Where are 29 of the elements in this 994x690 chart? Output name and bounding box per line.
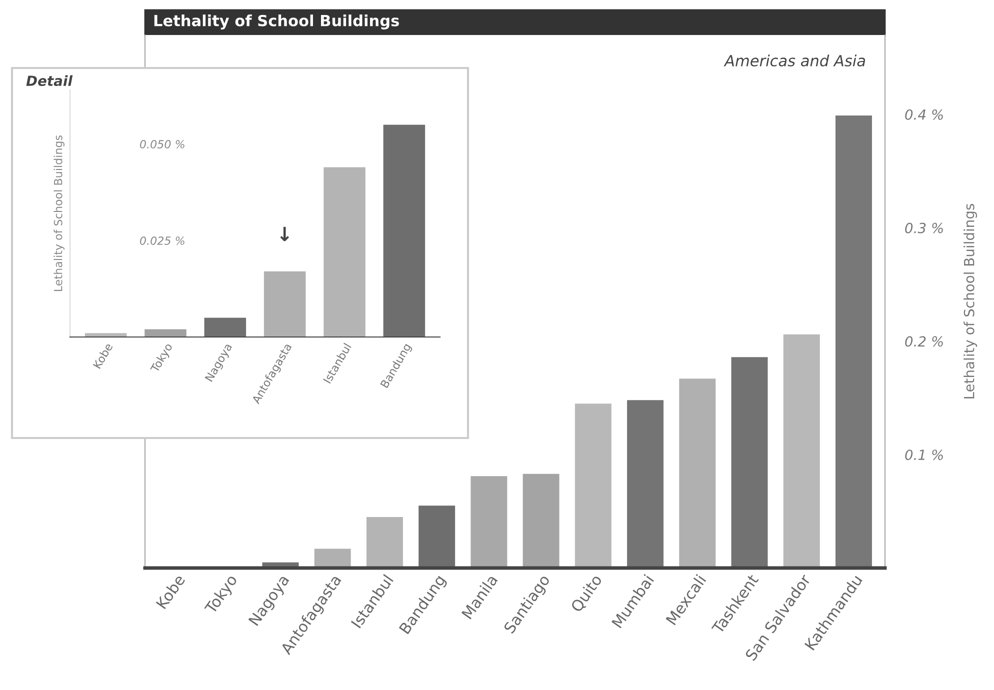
chart-title: Lethality of School Buildings <box>154 14 399 30</box>
bar <box>204 318 246 337</box>
bar <box>783 334 820 568</box>
bar <box>84 333 127 337</box>
bar <box>731 357 768 568</box>
annotation: ↓ <box>280 226 290 242</box>
bar <box>366 516 403 568</box>
bar <box>522 474 560 568</box>
y-tick-label: 0.025 % <box>140 236 184 245</box>
bar <box>574 404 612 568</box>
y-tick-label: 0.3 % <box>905 222 943 234</box>
bar <box>679 378 716 568</box>
bar <box>470 476 508 568</box>
y-tick-label: 0.2 % <box>905 336 943 347</box>
bar <box>264 271 306 337</box>
y-axis-title: Lethality of School Buildings <box>964 204 978 398</box>
bar <box>324 167 366 337</box>
bar <box>627 400 664 568</box>
y-tick-label: 0.1 % <box>905 450 943 460</box>
bar <box>314 548 351 568</box>
y-tick-label: 0.050 % <box>140 140 184 148</box>
bar <box>418 506 456 568</box>
y-tick-label: 0.4 % <box>905 109 943 120</box>
bar <box>144 329 186 337</box>
text: Americas and Asia <box>724 54 865 66</box>
bar <box>383 124 426 337</box>
bar <box>835 116 872 568</box>
chart-title: Detail <box>26 75 73 86</box>
y-axis-title: Lethality of School Buildings <box>54 135 64 292</box>
